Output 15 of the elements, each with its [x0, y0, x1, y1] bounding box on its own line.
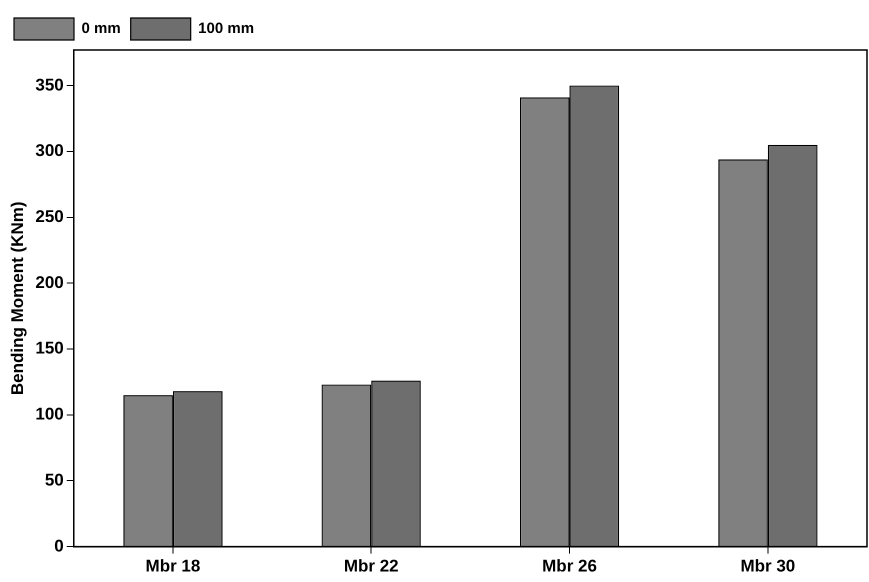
y-tick-label: 0: [54, 536, 64, 556]
y-tick-label: 100: [35, 404, 64, 424]
x-tick-label: Mbr 18: [146, 556, 200, 576]
legend-label: 100 mm: [198, 20, 254, 38]
x-tick-label: Mbr 30: [740, 556, 796, 576]
y-tick-label: 250: [35, 206, 64, 226]
x-tick-label: Mbr 22: [344, 556, 399, 576]
y-tick-label: 200: [35, 272, 64, 292]
y-tick-label: 50: [44, 470, 64, 490]
y-axis-title: Bending Moment (KNm): [8, 202, 27, 396]
y-tick-label: 300: [35, 141, 64, 160]
y-tick-label: 150: [35, 338, 64, 358]
x-tick-label: Mbr 26: [542, 556, 597, 576]
legend-label: 0 mm: [82, 20, 121, 38]
y-tick-label: 350: [35, 75, 64, 94]
